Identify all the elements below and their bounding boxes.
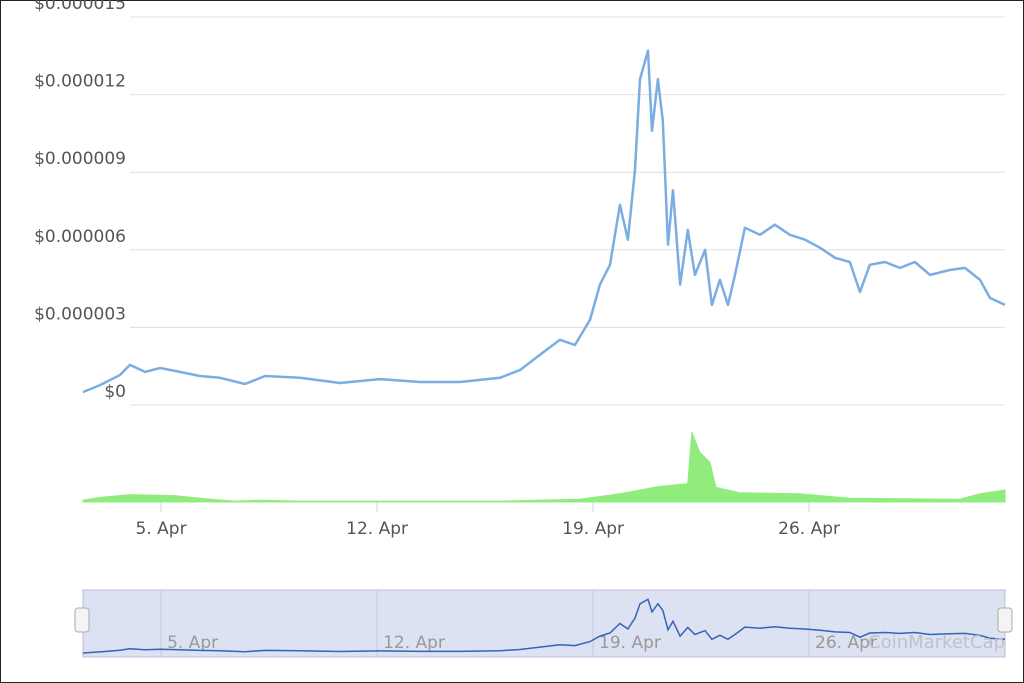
navigator-handle-right[interactable] [997,607,1013,633]
y-tick-label: $0.000003 [34,304,126,324]
navigator-background [82,589,1006,658]
navigator-handle-left[interactable] [74,607,90,633]
navigator-tick-label: 12. Apr [383,633,445,653]
navigator-tick-label: 19. Apr [599,633,661,653]
y-tick-label: $0.000006 [34,227,126,247]
x-tick-label: 12. Apr [346,519,408,539]
navigator-tick-label: 26. Apr [815,633,877,653]
volume-area [82,431,1006,503]
x-tick-label: 5. Apr [136,519,187,539]
y-tick-label: $0.000009 [34,149,126,169]
x-tick-label: 19. Apr [562,519,624,539]
y-tick-label: $0.000015 [34,0,126,14]
price-line [82,49,1006,394]
navigator-tick-label: 5. Apr [167,633,218,653]
y-tick-label: $0.000012 [34,72,126,92]
x-tick-label: 26. Apr [778,519,840,539]
y-tick-label: $0 [104,382,126,402]
navigator-line [82,598,1006,654]
watermark: CoinMarketCap [868,632,1005,653]
